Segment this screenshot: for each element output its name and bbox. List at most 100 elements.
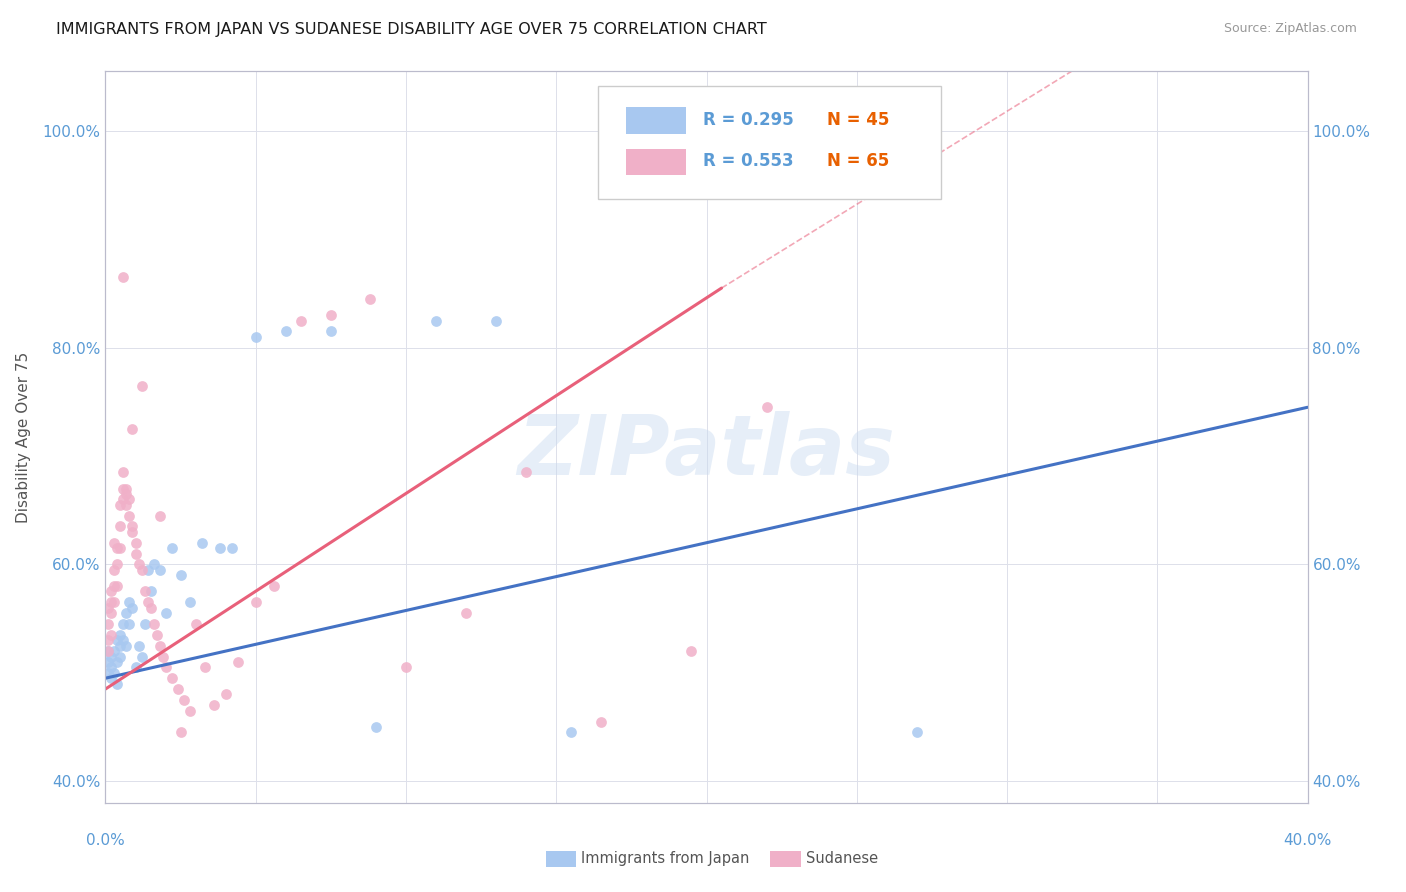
Point (148, 563, 170, 577)
Text: Sudanese: Sudanese (806, 852, 877, 866)
Point (110, 628, 132, 642)
Point (97, 633, 120, 648)
Text: N = 45: N = 45 (827, 111, 889, 128)
Point (118, 617, 141, 632)
Point (115, 487, 138, 501)
Point (103, 535, 125, 549)
Point (226, 655, 249, 669)
Point (103, 595, 125, 609)
Point (245, 595, 267, 609)
Point (100, 671, 122, 685)
Point (103, 665, 125, 680)
Point (214, 688, 236, 702)
Text: 40.0%: 40.0% (1284, 833, 1331, 848)
Point (112, 492, 135, 507)
Point (160, 671, 183, 685)
Point (124, 535, 146, 549)
Text: IMMIGRANTS FROM JAPAN VS SUDANESE DISABILITY AGE OVER 75 CORRELATION CHART: IMMIGRANTS FROM JAPAN VS SUDANESE DISABI… (56, 22, 768, 37)
Point (208, 541, 231, 556)
Point (139, 584, 162, 599)
Point (110, 519, 132, 533)
Point (131, 378, 153, 392)
Point (100, 660, 122, 674)
Point (107, 633, 129, 648)
Point (103, 563, 125, 577)
Y-axis label: Disability Age Over 75: Disability Age Over 75 (17, 351, 31, 523)
Bar (626, 149, 686, 175)
Point (97, 644, 120, 658)
Point (121, 524, 143, 539)
Point (245, 330, 267, 344)
Point (112, 633, 135, 648)
Point (160, 541, 183, 556)
Point (485, 313, 508, 327)
Point (103, 644, 125, 658)
Point (121, 600, 143, 615)
Point (112, 617, 135, 632)
Point (202, 698, 225, 713)
Point (591, 714, 613, 729)
Point (112, 270, 135, 285)
Point (155, 660, 177, 674)
Point (107, 541, 129, 556)
Point (128, 558, 150, 572)
Point (115, 482, 138, 496)
Point (169, 725, 191, 739)
Point (905, 725, 928, 739)
Point (118, 595, 141, 609)
Point (121, 519, 143, 533)
Text: ZIPatlas: ZIPatlas (517, 411, 896, 492)
Point (395, 660, 418, 674)
Point (121, 422, 143, 436)
Point (364, 720, 387, 734)
Point (112, 465, 135, 479)
Point (319, 308, 342, 322)
Point (169, 568, 191, 582)
Point (107, 579, 129, 593)
Text: R = 0.295: R = 0.295 (703, 111, 793, 128)
Point (118, 492, 141, 507)
Point (100, 595, 122, 609)
Point (359, 292, 381, 306)
Text: Source: ZipAtlas.com: Source: ZipAtlas.com (1223, 22, 1357, 36)
Point (454, 606, 477, 620)
Point (139, 600, 162, 615)
Point (124, 660, 146, 674)
Point (274, 325, 297, 339)
Point (97, 665, 120, 680)
Point (103, 579, 125, 593)
Bar (626, 107, 686, 134)
Point (100, 584, 122, 599)
Point (112, 482, 135, 496)
Point (115, 498, 138, 512)
Point (136, 595, 159, 609)
Point (319, 325, 342, 339)
Point (173, 693, 195, 707)
Point (142, 558, 165, 572)
Point (755, 401, 778, 415)
Point (425, 313, 447, 327)
Point (145, 628, 167, 642)
Text: R = 0.553: R = 0.553 (703, 153, 793, 170)
Point (115, 606, 138, 620)
Point (131, 649, 153, 664)
Point (115, 639, 138, 653)
Point (190, 535, 212, 549)
Point (118, 508, 141, 523)
Point (110, 649, 132, 664)
Point (194, 660, 217, 674)
Point (128, 639, 150, 653)
Point (97, 644, 120, 658)
Point (124, 547, 146, 561)
Point (142, 617, 165, 632)
Point (110, 498, 132, 512)
Point (179, 595, 201, 609)
Point (148, 639, 170, 653)
Point (184, 617, 207, 632)
Point (107, 558, 129, 572)
Point (179, 704, 201, 718)
Point (97, 600, 120, 615)
Point (107, 655, 129, 669)
Point (263, 579, 285, 593)
Point (290, 313, 312, 327)
